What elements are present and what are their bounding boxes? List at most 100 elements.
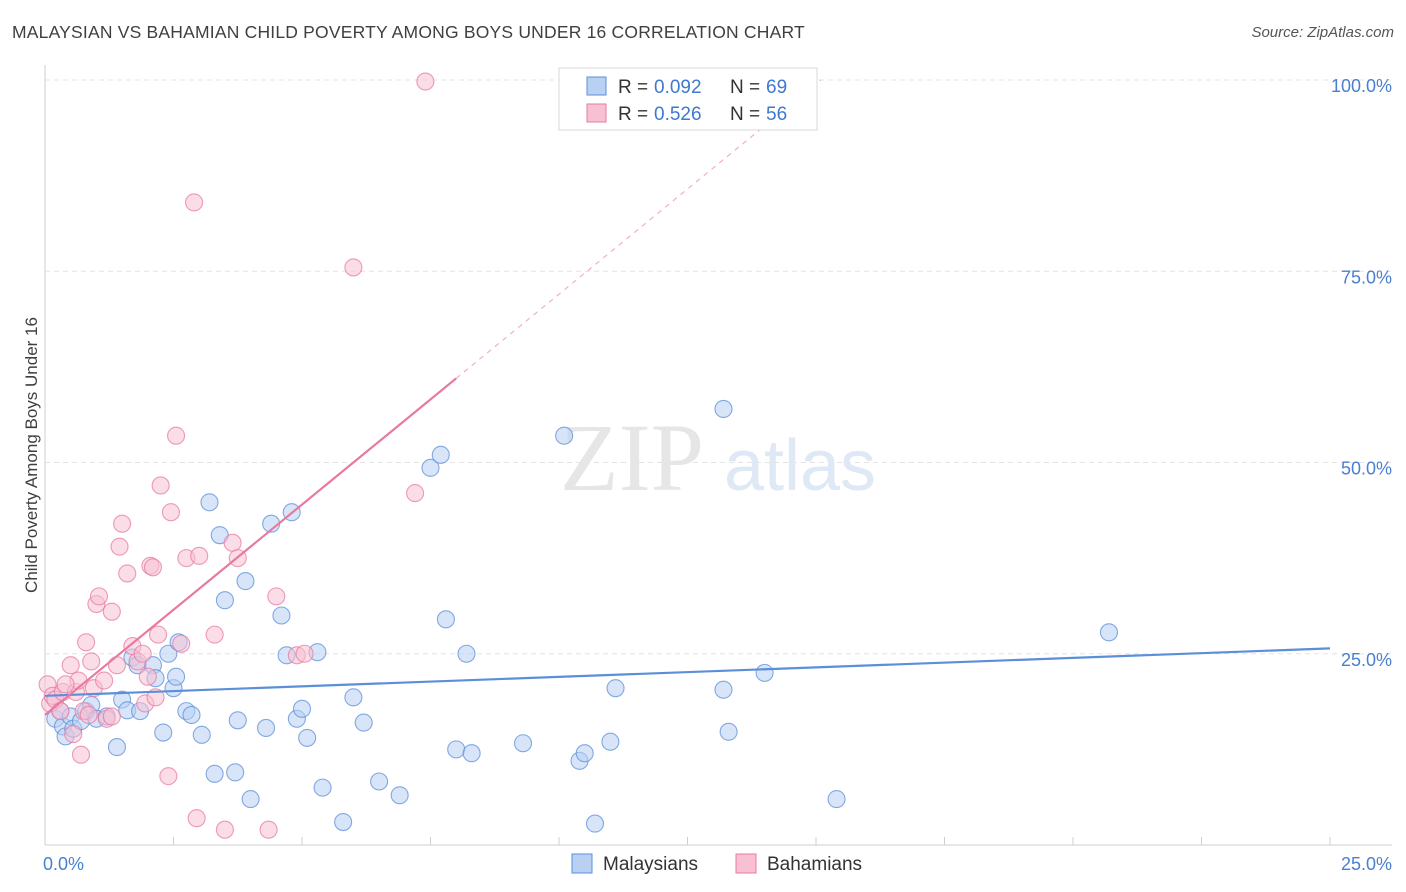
trend-line-bahamians — [44, 377, 457, 716]
data-point-bahamians — [406, 484, 425, 503]
data-point-malaysians — [457, 644, 476, 663]
data-point-bahamians — [185, 193, 204, 212]
data-point-bahamians — [77, 633, 96, 652]
data-point-bahamians — [167, 426, 186, 445]
stats-r-value: 0.092 — [654, 77, 702, 98]
data-point-malaysians — [182, 705, 201, 725]
y-tick-label: 75.0% — [1341, 267, 1392, 287]
data-point-bahamians — [89, 587, 109, 606]
data-point-malaysians — [1099, 623, 1119, 642]
data-point-malaysians — [241, 790, 260, 809]
stats-r-label: R = — [618, 104, 648, 125]
data-point-malaysians — [226, 763, 245, 782]
stats-n-label: N = — [730, 104, 760, 125]
data-point-malaysians — [292, 699, 312, 718]
data-point-malaysians — [714, 399, 733, 419]
data-point-bahamians — [95, 671, 114, 690]
stats-legend-swatch — [586, 103, 607, 123]
data-point-bahamians — [133, 644, 152, 663]
x-tick-label: 0.0% — [43, 854, 84, 874]
y-tick-label: 50.0% — [1341, 459, 1392, 479]
data-point-malaysians — [107, 738, 127, 757]
data-point-malaysians — [298, 728, 317, 747]
data-point-bahamians — [190, 546, 209, 565]
data-points — [38, 72, 1119, 839]
data-point-bahamians — [149, 625, 168, 644]
data-point-malaysians — [601, 732, 620, 751]
stats-r-label: R = — [618, 77, 648, 98]
stats-legend: R = 0.092 N = 69 R = 0.526 N = 56 — [558, 67, 818, 131]
tick-labels: 25.0% 50.0% 75.0% 100.0% 0.0% 25.0% — [43, 76, 1392, 874]
data-point-malaysians — [154, 723, 173, 742]
data-point-bahamians — [267, 587, 286, 606]
trend-lines — [44, 79, 1331, 716]
data-point-malaysians — [215, 591, 234, 610]
data-point-bahamians — [71, 745, 91, 764]
x-tick-label: 25.0% — [1341, 854, 1392, 874]
legend-swatch-malaysians[interactable] — [571, 853, 593, 874]
data-point-malaysians — [575, 744, 594, 763]
y-tick-label: 25.0% — [1341, 650, 1392, 670]
data-point-malaysians — [272, 606, 291, 625]
data-point-bahamians — [205, 625, 224, 644]
data-point-malaysians — [205, 764, 224, 783]
watermark-zip: ZIP — [560, 404, 704, 511]
legend-label-bahamians[interactable]: Bahamians — [767, 854, 862, 875]
data-point-malaysians — [228, 711, 247, 730]
data-point-bahamians — [79, 705, 98, 725]
data-point-malaysians — [555, 426, 574, 445]
stats-n-value: 69 — [766, 77, 787, 98]
data-point-bahamians — [113, 514, 132, 533]
source-label: Source: ZipAtlas.com — [1251, 24, 1394, 41]
data-point-malaysians — [313, 778, 332, 797]
data-point-bahamians — [143, 558, 162, 577]
data-point-bahamians — [295, 644, 314, 663]
stats-n-label: N = — [730, 77, 760, 98]
data-point-bahamians — [51, 702, 70, 721]
data-point-bahamians — [151, 476, 170, 495]
data-point-bahamians — [223, 533, 242, 552]
y-tick-label: 100.0% — [1331, 76, 1392, 96]
data-point-bahamians — [102, 707, 121, 726]
data-point-malaysians — [421, 458, 440, 477]
data-point-malaysians — [236, 572, 255, 591]
data-point-malaysians — [719, 722, 738, 741]
data-point-malaysians — [200, 493, 219, 512]
data-point-bahamians — [107, 656, 127, 675]
data-point-bahamians — [161, 503, 180, 522]
data-point-bahamians — [110, 537, 129, 556]
watermark-atlas: atlas — [724, 426, 876, 506]
data-point-malaysians — [606, 679, 625, 698]
chart-title: MALAYSIAN VS BAHAMIAN CHILD POVERTY AMON… — [12, 22, 805, 42]
data-point-bahamians — [56, 675, 75, 694]
data-point-malaysians — [192, 725, 211, 744]
data-point-malaysians — [354, 713, 373, 732]
axes — [44, 65, 1392, 846]
data-point-malaysians — [585, 814, 605, 833]
data-point-malaysians — [714, 680, 733, 699]
data-point-malaysians — [390, 786, 409, 805]
data-point-bahamians — [82, 652, 101, 671]
data-point-bahamians — [118, 564, 137, 583]
legend-swatch-bahamians[interactable] — [735, 853, 757, 874]
data-point-bahamians — [61, 656, 80, 675]
data-point-bahamians — [344, 258, 363, 277]
data-point-malaysians — [370, 772, 389, 791]
data-point-malaysians — [431, 445, 450, 464]
stats-r-value: 0.526 — [654, 104, 702, 125]
stats-legend-swatch — [586, 76, 607, 96]
series-legend: Malaysians Bahamians — [571, 853, 862, 875]
data-point-malaysians — [462, 744, 481, 763]
grid-lines — [45, 79, 1392, 655]
data-point-malaysians — [513, 734, 533, 753]
data-point-malaysians — [256, 718, 276, 738]
data-point-bahamians — [416, 72, 435, 91]
data-point-bahamians — [215, 820, 234, 839]
data-point-malaysians — [159, 644, 178, 663]
data-point-bahamians — [102, 602, 121, 621]
data-point-bahamians — [172, 634, 191, 653]
watermark: ZIP atlas — [560, 404, 876, 511]
legend-label-malaysians[interactable]: Malaysians — [603, 854, 698, 875]
stats-n-value: 56 — [766, 104, 787, 125]
